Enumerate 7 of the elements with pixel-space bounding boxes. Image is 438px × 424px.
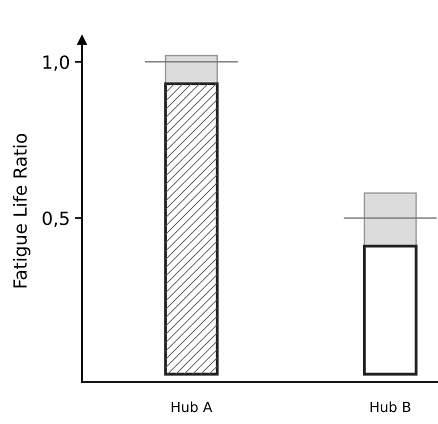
y-axis-title: Fatigue Life Ratio bbox=[12, 134, 30, 288]
x-tick-label: Hub A bbox=[172, 401, 212, 412]
bar bbox=[363, 244, 418, 376]
x-tick-label: Hub B bbox=[370, 401, 410, 412]
y-tick-label: 1,0 bbox=[43, 55, 69, 71]
bar bbox=[364, 192, 417, 247]
y-tick-label: 0,5 bbox=[42, 211, 69, 227]
